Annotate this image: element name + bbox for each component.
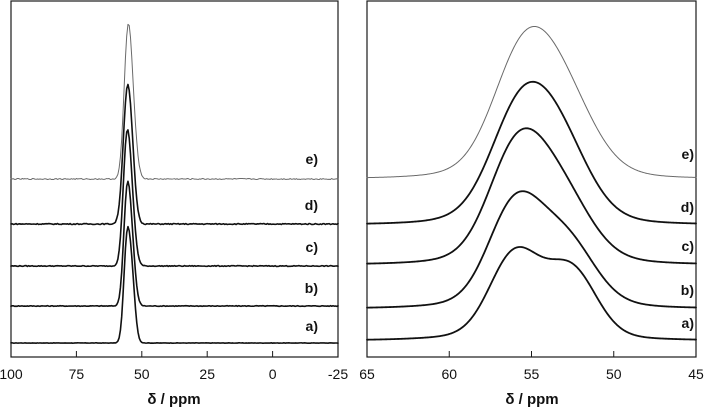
- right-trace-label-c: c): [682, 238, 694, 254]
- left-spectra-panel: 100 75 50 25 0 -25 a) b) c) d) e) δ / ppm: [0, 0, 348, 408]
- right-trace-d: [366, 80, 697, 225]
- left-x-tick-label-4: 0: [269, 366, 277, 382]
- left-traces: [10, 23, 339, 344]
- right-traces: [366, 25, 697, 341]
- right-trace-b: [366, 190, 697, 309]
- left-x-tick-label-0: 100: [0, 366, 23, 382]
- left-trace-b: [10, 180, 339, 308]
- right-x-tick-label-1: 60: [441, 366, 457, 382]
- right-trace-e: [366, 25, 697, 179]
- left-trace-c: [10, 129, 339, 268]
- left-x-ticks: 100 75 50 25 0 -25: [0, 351, 348, 382]
- left-x-tick-label-5: -25: [328, 366, 348, 382]
- left-trace-label-e: e): [306, 151, 318, 167]
- right-trace-label-b: b): [681, 282, 694, 298]
- left-trace-a: [10, 225, 339, 344]
- left-x-tick-label-3: 25: [199, 366, 215, 382]
- left-trace-d: [10, 83, 339, 226]
- right-plot-frame: [366, 0, 697, 358]
- right-trace-a: [366, 246, 697, 341]
- right-x-tick-label-4: 45: [688, 366, 704, 382]
- left-trace-labels: a) b) c) d) e): [305, 151, 318, 334]
- left-x-tick-label-1: 75: [69, 366, 85, 382]
- right-x-ticks: 65 60 55 50 45: [359, 351, 704, 382]
- right-trace-label-e: e): [682, 146, 694, 162]
- left-trace-label-d: d): [305, 197, 318, 213]
- right-x-axis-label: δ / ppm: [505, 391, 558, 408]
- right-trace-labels: a) b) c) d) e): [681, 146, 694, 331]
- right-spectra-panel: 65 60 55 50 45 a) b) c) d) e) δ / ppm: [359, 0, 704, 408]
- left-x-tick-label-2: 50: [134, 366, 150, 382]
- left-trace-e: [10, 23, 339, 181]
- right-x-tick-label-2: 55: [524, 366, 540, 382]
- left-trace-label-b: b): [305, 280, 318, 296]
- right-x-tick-label-3: 50: [606, 366, 622, 382]
- right-trace-label-d: d): [681, 199, 694, 215]
- right-trace-label-a: a): [682, 315, 694, 331]
- left-trace-label-a: a): [306, 318, 318, 334]
- right-trace-c: [366, 127, 697, 265]
- left-x-axis-label: δ / ppm: [147, 391, 200, 408]
- left-trace-label-c: c): [306, 239, 318, 255]
- right-x-tick-label-0: 65: [359, 366, 375, 382]
